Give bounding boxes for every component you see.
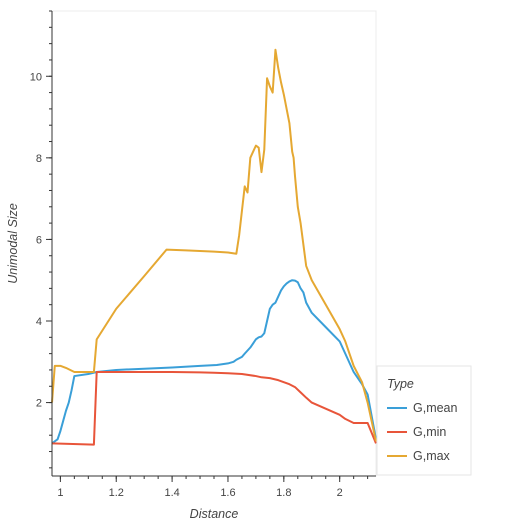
series-line-g-min: [51, 370, 377, 446]
y-tick-label: 4: [36, 316, 42, 328]
legend-label: G,max: [413, 449, 451, 463]
y-tick-label: 8: [36, 153, 42, 165]
legend-label: G,mean: [413, 401, 458, 415]
x-tick-label: 2: [337, 487, 343, 499]
legend: Type G,mean G,min G,max: [376, 365, 472, 476]
x-tick-label: 1.8: [276, 487, 291, 499]
x-tick-label: 1.2: [109, 487, 124, 499]
y-tick-label: 6: [36, 234, 42, 246]
series-line-g-mean: [51, 279, 377, 445]
series-line-g-max: [51, 48, 377, 442]
x-axis-title: Distance: [190, 507, 239, 521]
y-tick-label: 10: [30, 71, 42, 83]
series-layer: [51, 48, 377, 446]
x-tick-label: 1: [57, 487, 63, 499]
plot-area: [51, 10, 377, 477]
y-tick-label: 2: [36, 398, 42, 410]
y-axis-title: Unimodal Size: [6, 203, 20, 284]
legend-items: G,mean G,min G,max: [387, 401, 458, 463]
legend-label: G,min: [413, 425, 446, 439]
legend-title: Type: [387, 377, 414, 391]
x-tick-label: 1.4: [164, 487, 179, 499]
x-tick-label: 1.6: [220, 487, 235, 499]
plot-background: [51, 10, 377, 477]
axes-layer: 1 1.2 1.4 1.6 1.8 2 2 4 6 8 10: [30, 10, 376, 499]
